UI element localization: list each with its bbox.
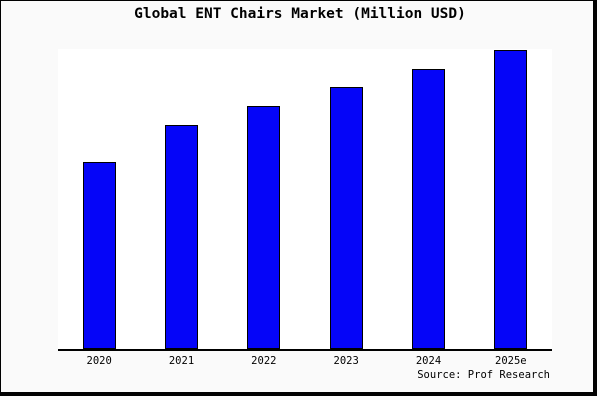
chart-title: Global ENT Chairs Market (Million USD) [134,6,466,22]
bar-2025e [494,50,528,349]
x-tick-label-2024: 2024 [415,355,442,367]
bar-2021 [165,125,198,349]
x-tick-label-2023: 2023 [333,355,359,367]
bar-2023 [329,87,363,349]
bar-2020 [82,162,116,349]
bar-2024 [412,69,445,349]
x-tick-label-2020: 2020 [86,355,112,367]
bar-2022 [247,106,281,349]
source-credit: Source: Prof Research [417,369,550,381]
x-tick-label-2022: 2022 [251,355,277,367]
plot-area [58,49,552,351]
x-tick-label-2025e: 2025e [495,355,527,367]
x-tick-label-2021: 2021 [168,355,195,367]
